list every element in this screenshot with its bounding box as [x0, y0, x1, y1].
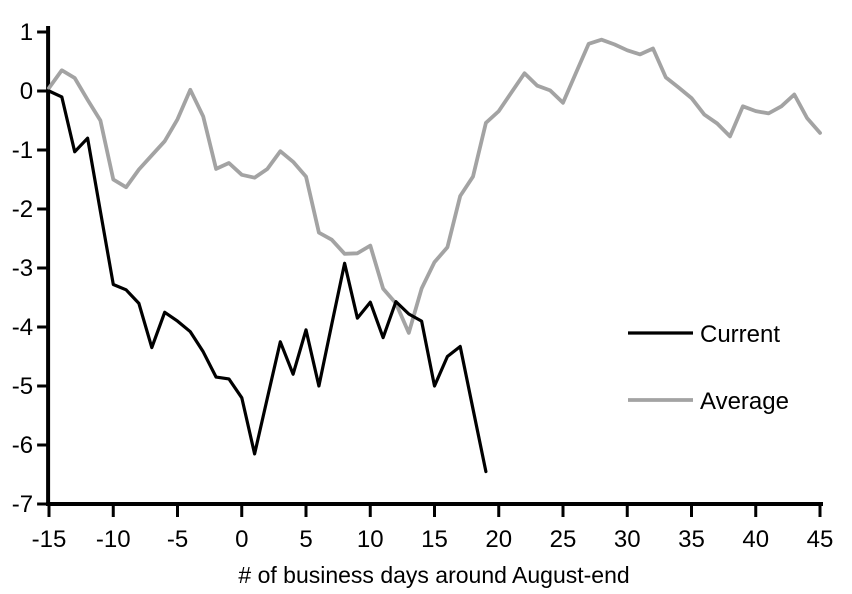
- y-tick-label: -7: [12, 491, 33, 518]
- x-axis-title: # of business days around August-end: [238, 562, 629, 588]
- x-tick-label: 30: [614, 526, 641, 553]
- x-tick-label: -15: [32, 526, 67, 553]
- x-tick-label: -10: [96, 526, 131, 553]
- x-tick-label: 25: [550, 526, 577, 553]
- y-tick-label: -3: [12, 255, 33, 282]
- x-tick-label: 40: [742, 526, 769, 553]
- legend-label: Average: [700, 388, 789, 415]
- legend-item-current: Current: [628, 321, 780, 348]
- y-tick-label: 0: [20, 78, 33, 105]
- series-average-line: [47, 37, 822, 335]
- x-tick-label: 10: [357, 526, 384, 553]
- y-tick-label: -1: [12, 137, 33, 164]
- y-tick-label: -2: [12, 196, 33, 223]
- x-tick-label: 5: [299, 526, 312, 553]
- y-tick-label: 1: [20, 19, 33, 46]
- x-tick-label: 15: [421, 526, 448, 553]
- legend: Current Average: [628, 321, 789, 415]
- x-tick-label: 0: [235, 526, 248, 553]
- y-tick-label: -5: [12, 373, 33, 400]
- x-tick-label: 35: [678, 526, 705, 553]
- x-tick-label: 20: [485, 526, 512, 553]
- legend-label: Current: [700, 321, 780, 348]
- x-axis-ticks: -15 -10 -5 0 5 10 15 20 25 30 35 40 45: [32, 504, 834, 553]
- x-tick-label: -5: [167, 526, 188, 553]
- x-tick-label: 45: [807, 526, 834, 553]
- y-tick-label: -4: [12, 314, 33, 341]
- legend-item-average: Average: [628, 388, 789, 415]
- series-current-line: [47, 89, 488, 474]
- y-tick-label: -6: [12, 432, 33, 459]
- y-axis-ticks: 1 0 -1 -2 -3 -4 -5 -6 -7: [12, 19, 49, 518]
